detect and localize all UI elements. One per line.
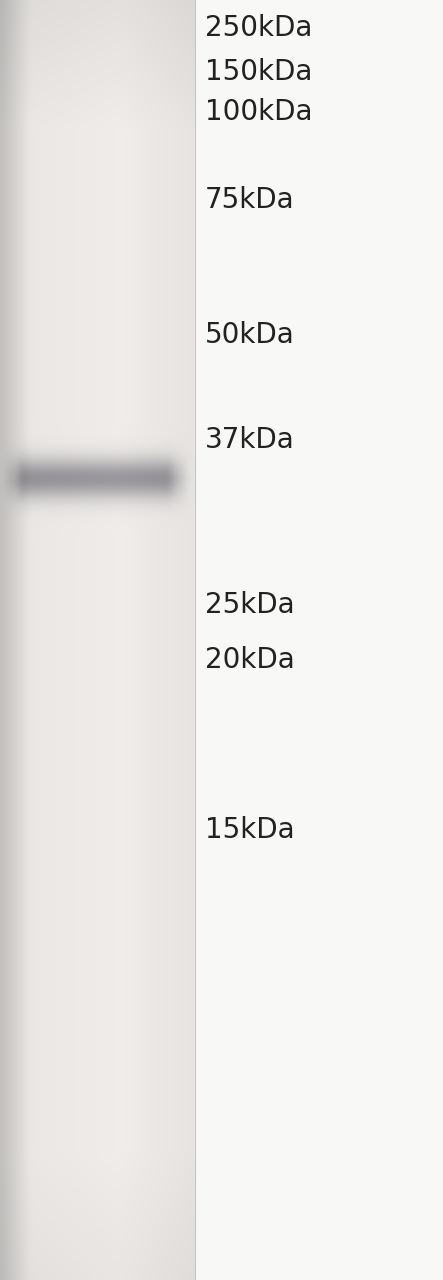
Text: 100kDa: 100kDa — [205, 99, 312, 125]
Text: 25kDa: 25kDa — [205, 591, 295, 620]
Text: 150kDa: 150kDa — [205, 58, 312, 86]
Text: 50kDa: 50kDa — [205, 321, 295, 349]
Text: 15kDa: 15kDa — [205, 817, 295, 844]
Text: 20kDa: 20kDa — [205, 646, 295, 675]
Text: 37kDa: 37kDa — [205, 426, 295, 454]
Text: 250kDa: 250kDa — [205, 14, 312, 42]
Bar — [195, 0, 443, 1280]
Text: 75kDa: 75kDa — [205, 186, 295, 214]
